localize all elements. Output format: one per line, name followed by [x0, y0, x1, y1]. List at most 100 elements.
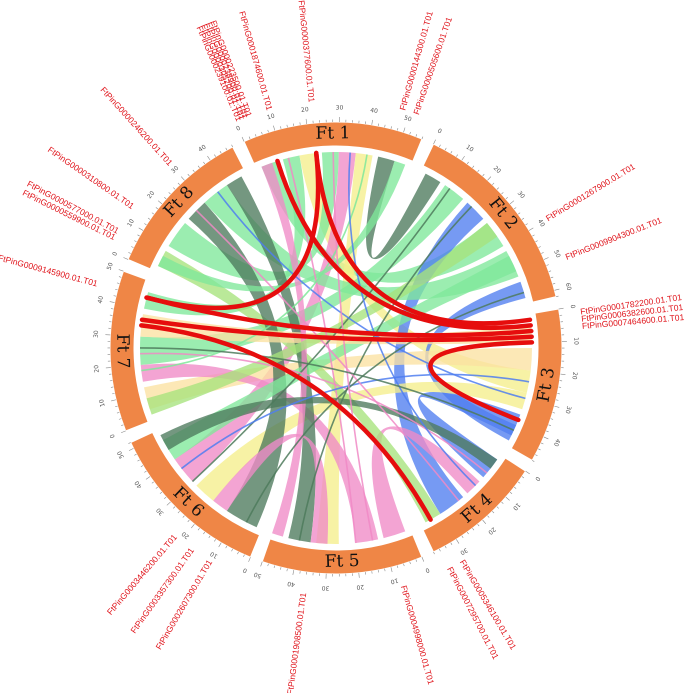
synteny-line — [217, 191, 526, 400]
highlight-link — [144, 150, 321, 311]
tick — [203, 531, 206, 535]
tick — [219, 150, 222, 154]
synteny-ribbon — [143, 348, 532, 410]
gene-label: FtPinG0000377600.01.T01 — [297, 0, 317, 103]
gene-label: FtPinG0000559900.01.T01 — [21, 188, 118, 243]
tick — [164, 496, 167, 499]
highlight-link — [144, 295, 534, 338]
tick-label: 0 — [533, 475, 541, 482]
tick — [118, 269, 124, 272]
tick — [182, 515, 185, 518]
gene-label: FtPinG0002607300.01.T01 — [154, 558, 215, 652]
highlight-link — [428, 340, 535, 423]
tick — [403, 563, 405, 567]
chromosome-ft7 — [109, 270, 149, 432]
synteny-ribbon — [140, 185, 464, 365]
tick — [433, 139, 436, 145]
tick-label: 10 — [126, 218, 136, 228]
tick — [134, 240, 137, 243]
tick — [421, 136, 424, 140]
tick — [214, 154, 216, 157]
tick — [444, 545, 447, 549]
tick — [168, 192, 171, 195]
chromosome-ft8 — [127, 146, 245, 270]
tick — [145, 476, 151, 480]
tick — [521, 217, 525, 220]
tick — [543, 436, 549, 440]
tick — [128, 252, 131, 254]
synteny-ribbon — [213, 433, 329, 544]
tick — [118, 276, 122, 278]
tick — [144, 470, 147, 473]
tick — [456, 154, 458, 157]
tick — [273, 565, 276, 569]
tick-label: 40 — [133, 479, 143, 489]
tick — [450, 542, 453, 546]
tick-label: 0 — [109, 433, 117, 439]
tick-label: 30 — [459, 546, 469, 556]
tick — [415, 134, 418, 137]
tick — [120, 430, 126, 434]
tick — [371, 119, 373, 125]
tick-label: 30 — [170, 165, 180, 175]
tick-label: 10 — [209, 550, 219, 560]
tick-label: 20 — [492, 165, 502, 175]
tick — [439, 144, 441, 148]
tick — [532, 234, 535, 237]
tick — [552, 283, 556, 285]
tick-label: 20 — [570, 371, 578, 380]
tick-label: 10 — [464, 144, 474, 154]
gene-label: FtPinG0009904300.01.T01 — [564, 215, 663, 262]
highlight-link — [139, 323, 433, 522]
tick — [164, 197, 167, 200]
tick — [482, 519, 487, 524]
tick — [487, 176, 492, 181]
tick — [403, 127, 406, 133]
tick-label: 20 — [93, 364, 101, 372]
tick — [390, 126, 392, 129]
synteny-line — [298, 205, 473, 541]
synteny-ribbon — [188, 202, 287, 528]
tick — [116, 282, 120, 284]
tick — [444, 147, 447, 151]
synteny-ribbon — [417, 391, 521, 478]
tick-label: 50 — [403, 114, 413, 123]
chromosome-ft5 — [261, 534, 423, 575]
tick — [439, 548, 441, 552]
tick — [487, 515, 490, 518]
tick — [390, 567, 393, 573]
tick — [505, 197, 508, 200]
tick — [109, 301, 115, 303]
synteny-ribbon — [366, 156, 441, 260]
tick — [501, 192, 504, 195]
tick — [243, 554, 245, 558]
tick — [525, 223, 528, 226]
tick — [461, 155, 465, 161]
tick — [517, 481, 521, 484]
tick — [528, 227, 534, 231]
tick — [173, 506, 176, 509]
tick — [450, 151, 453, 154]
tick — [134, 453, 137, 456]
tick — [159, 491, 163, 494]
tick — [496, 187, 499, 190]
tick-label: 40 — [552, 438, 562, 448]
tick-label: 30 — [321, 584, 329, 591]
tick — [248, 136, 251, 140]
tick — [456, 539, 460, 544]
tick — [231, 548, 233, 552]
tick-label: 10 — [572, 337, 579, 345]
tick — [237, 551, 239, 555]
chromosome-label-ft1: Ft 1 — [315, 123, 350, 143]
tick-label: 10 — [266, 113, 275, 122]
synteny-line — [245, 291, 525, 523]
tick-label: 30 — [155, 506, 165, 516]
tick-label: 20 — [301, 106, 310, 114]
chromosome-ft4 — [422, 457, 527, 553]
tick — [144, 223, 147, 226]
tick-label: 10 — [98, 398, 107, 407]
synteny-line — [140, 352, 488, 474]
tick-label: 30 — [564, 405, 573, 414]
tick — [225, 545, 228, 549]
chromosome-ft2 — [422, 143, 557, 303]
